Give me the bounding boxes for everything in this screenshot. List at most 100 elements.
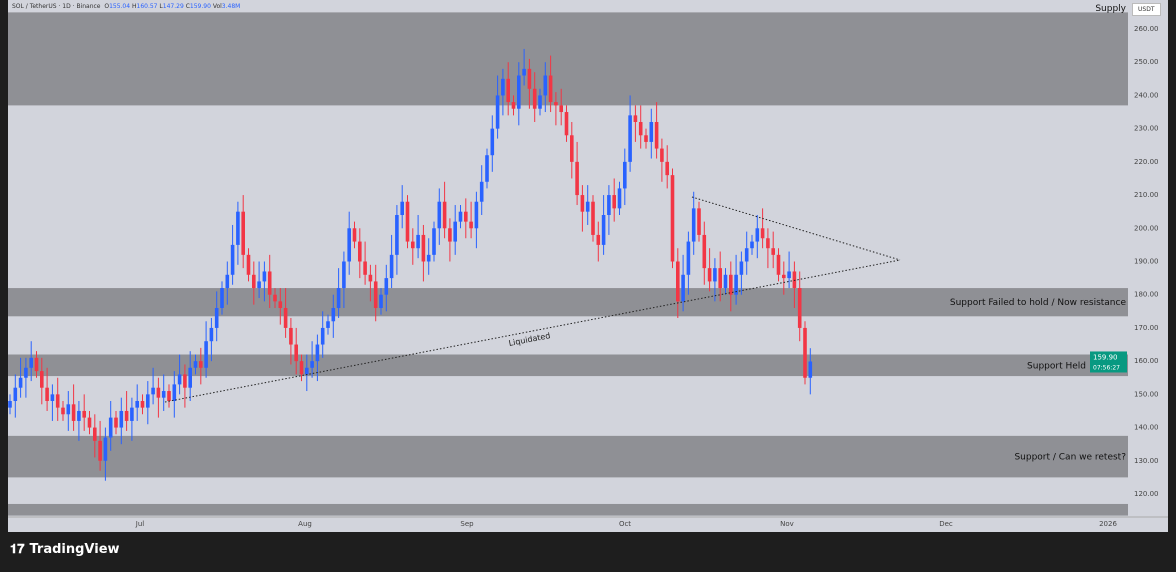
candle-body (289, 327, 293, 345)
annotation-text: Liquidated (508, 331, 551, 348)
candle-body (24, 367, 28, 378)
candle-body (437, 201, 442, 229)
candle-body (29, 357, 33, 368)
candle-body (665, 161, 669, 176)
candle-body (676, 261, 680, 302)
y-tick-label: 170.00 (1134, 324, 1159, 332)
candle-body (506, 78, 510, 103)
y-tick-label: 130.00 (1134, 457, 1159, 465)
symbol-legend: SOL / TetherUS · 1D · Binance O155.04 H1… (12, 3, 240, 10)
candle-body (644, 135, 648, 142)
candle-body (114, 417, 118, 428)
candle-body (246, 254, 251, 275)
candle-body (331, 307, 336, 322)
volume-value: 3.48M (221, 3, 241, 10)
countdown-label: 07:56:27 (1093, 364, 1120, 371)
candle-body (580, 195, 585, 212)
y-tick-label: 180.00 (1134, 291, 1159, 299)
candle-body (670, 175, 675, 262)
zone-4 (8, 503, 1128, 516)
high-value: 160.57 (136, 3, 158, 10)
candle-body (469, 221, 473, 229)
candle-body (517, 75, 521, 109)
candle-body (262, 271, 267, 282)
candle-body (681, 274, 685, 302)
zone-1 (8, 288, 1128, 317)
candle-body (199, 361, 203, 368)
candle-body (82, 410, 86, 418)
candle-body (771, 248, 775, 255)
candle-body (236, 211, 240, 245)
close-label: C (185, 3, 190, 10)
candle-body (108, 417, 113, 438)
currency-button[interactable]: USDT (1132, 3, 1161, 16)
candle-body (416, 234, 420, 249)
candle-body (803, 327, 807, 378)
y-tick-label: 230.00 (1134, 125, 1159, 133)
x-tick-label: Jul (135, 520, 145, 528)
candle-body (252, 274, 256, 289)
candle-body (326, 321, 330, 328)
last-price-tag (1090, 351, 1127, 373)
candle-body (50, 394, 55, 401)
candle-body (71, 404, 76, 421)
close-value: 159.90 (189, 3, 211, 10)
x-tick-label: Oct (619, 520, 631, 528)
candle-body (744, 248, 749, 262)
candle-body (797, 288, 802, 328)
candle-body (458, 211, 463, 222)
candle-body (575, 161, 579, 196)
candle-body (559, 105, 563, 113)
candle-body (453, 221, 457, 242)
candle-body (315, 344, 320, 362)
candle-body (400, 201, 404, 215)
zone-label: Support Held (1027, 361, 1086, 371)
candle-body (278, 301, 283, 308)
candle-body (18, 377, 23, 388)
candle-body (654, 121, 659, 149)
y-tick-label: 250.00 (1134, 58, 1159, 66)
y-tick-label: 240.00 (1134, 91, 1159, 99)
candle-body (336, 288, 341, 308)
x-tick-label: Dec (939, 520, 953, 528)
candle-body (283, 307, 288, 328)
candle-body (411, 241, 415, 249)
candle-body (601, 214, 606, 245)
y-tick-label: 190.00 (1134, 257, 1159, 265)
low-value: 147.29 (162, 3, 184, 10)
candle-body (98, 440, 102, 461)
candle-body (776, 254, 781, 275)
candle-body (267, 271, 272, 295)
zone-label: Supply (1095, 4, 1126, 14)
candle-body (77, 410, 81, 421)
candle-body (156, 387, 161, 398)
candle-body (442, 201, 447, 229)
open-value: 155.04 (109, 3, 131, 10)
candle-body (612, 195, 616, 209)
candle-body (426, 254, 431, 262)
candle-body (13, 387, 18, 401)
candle-body (241, 211, 245, 255)
open-label: O (104, 3, 110, 10)
candle-body (188, 367, 192, 388)
candle-body (103, 437, 108, 461)
candle-body (368, 274, 373, 282)
candle-body (792, 271, 797, 289)
candle-body (294, 344, 298, 362)
candle-body (384, 278, 389, 295)
candle-body (707, 268, 712, 282)
candle-body (501, 78, 505, 96)
candle-body (739, 261, 744, 275)
candle-body (474, 201, 479, 229)
candle-body (389, 254, 394, 279)
tradingview-logo[interactable]: 𝟏𝟕 TradingView (10, 542, 120, 557)
y-tick-label: 220.00 (1134, 158, 1159, 166)
candle-body (373, 281, 378, 308)
candle-body (766, 238, 770, 249)
last-price-label: 159.90 (1093, 353, 1118, 361)
candle-body (151, 387, 155, 395)
candle-body (697, 208, 701, 235)
ascending-trendline (164, 259, 901, 403)
candle-body (66, 404, 71, 415)
